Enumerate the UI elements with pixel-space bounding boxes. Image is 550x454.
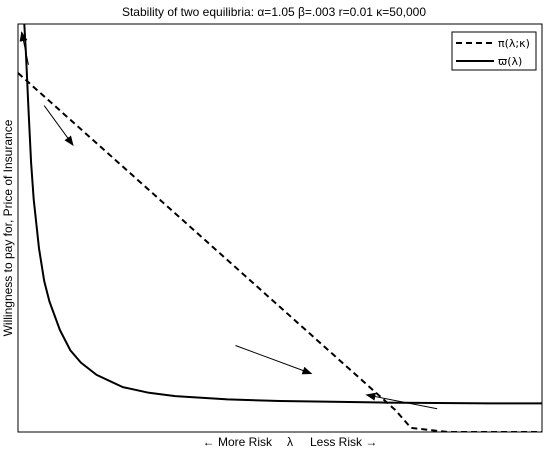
dynamics-arrow-1 — [43, 105, 74, 146]
series-line-0 — [18, 72, 542, 432]
dynamics-arrow-3 — [365, 392, 438, 410]
chart-title: Stability of two equilibria: α=1.05 β=.0… — [122, 5, 426, 19]
legend-label-varpi: ϖ(λ) — [498, 55, 522, 68]
legend-box — [451, 31, 537, 71]
x-axis-label-right: Less Risk → — [310, 435, 377, 449]
arrow-layer — [19, 31, 438, 410]
y-axis-label: Willingness to pay for, Price of Insuran… — [1, 119, 15, 336]
plot-frame — [17, 23, 543, 433]
x-axis-label-symbol: λ — [287, 435, 293, 449]
x-axis-label-left: ← More Risk — [203, 435, 273, 449]
series-layer — [18, 24, 542, 432]
legend-label-pi: π(λ;κ) — [498, 37, 530, 50]
dynamics-arrow-0 — [19, 31, 29, 65]
dynamics-arrow-2 — [235, 345, 313, 375]
series-line-1 — [23, 24, 542, 405]
legend: π(λ;κ) ϖ(λ) — [451, 31, 537, 71]
